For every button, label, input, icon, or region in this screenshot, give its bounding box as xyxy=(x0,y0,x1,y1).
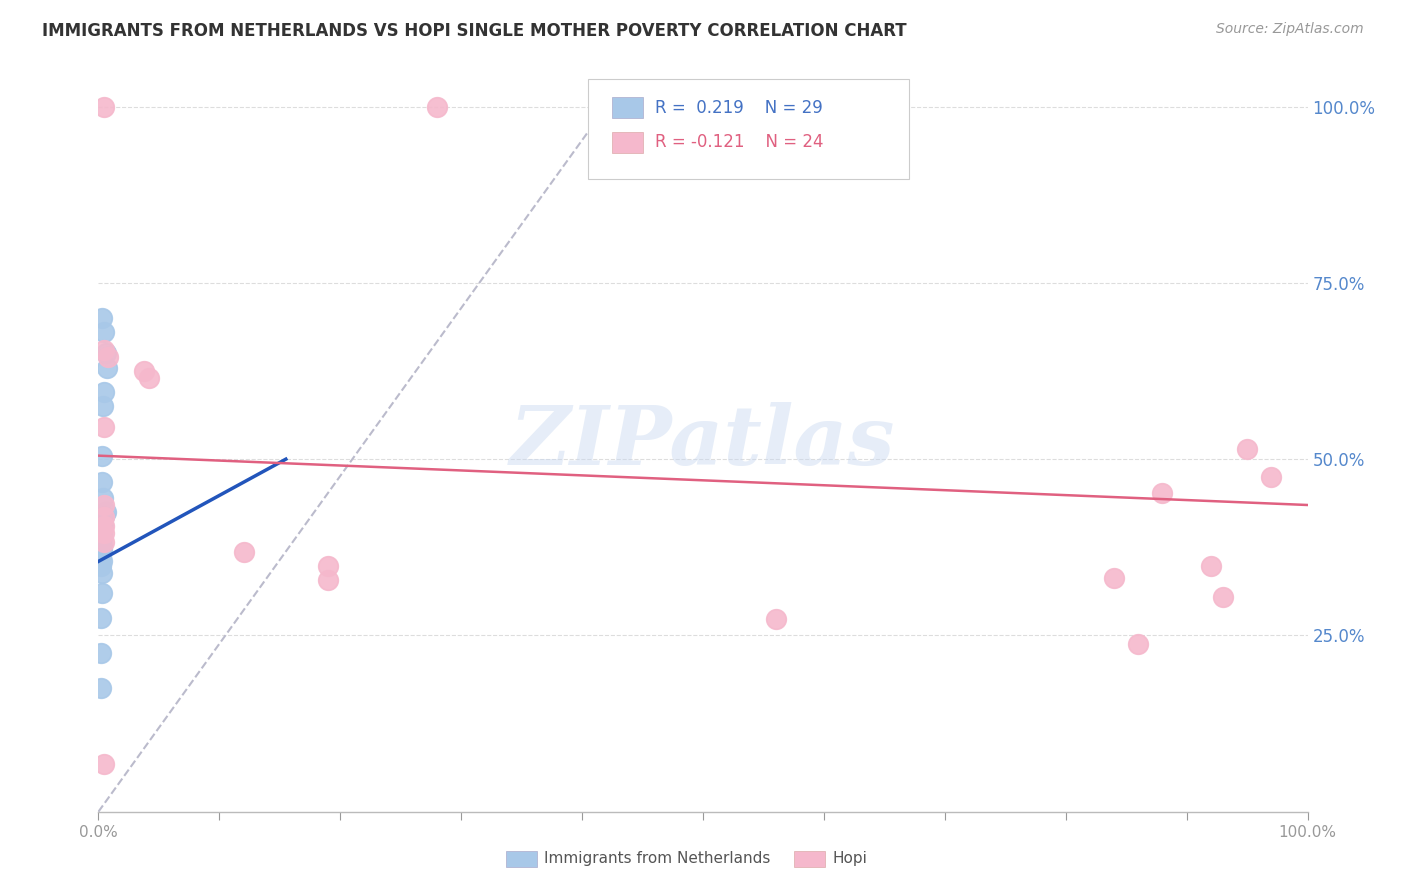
Point xyxy=(97,350,120,364)
Point xyxy=(93,510,115,524)
Point xyxy=(93,526,115,541)
Point xyxy=(91,586,114,600)
Point xyxy=(1236,442,1258,456)
Point xyxy=(90,611,112,625)
Point xyxy=(91,524,114,538)
Text: IMMIGRANTS FROM NETHERLANDS VS HOPI SINGLE MOTHER POVERTY CORRELATION CHART: IMMIGRANTS FROM NETHERLANDS VS HOPI SING… xyxy=(42,22,907,40)
Point xyxy=(93,100,115,114)
Point xyxy=(93,420,115,434)
FancyBboxPatch shape xyxy=(613,132,643,153)
Text: Source: ZipAtlas.com: Source: ZipAtlas.com xyxy=(1216,22,1364,37)
Point xyxy=(316,574,339,588)
Point xyxy=(91,542,114,557)
Point xyxy=(316,559,339,574)
Point xyxy=(93,534,115,549)
Point xyxy=(765,612,787,626)
Point xyxy=(90,681,112,696)
Point xyxy=(91,399,114,413)
Point xyxy=(91,554,114,568)
Point xyxy=(91,539,114,553)
Text: Hopi: Hopi xyxy=(832,852,868,866)
Point xyxy=(93,325,115,339)
Point xyxy=(1260,470,1282,484)
Point xyxy=(91,475,114,489)
Point xyxy=(90,549,112,564)
Point xyxy=(90,546,112,560)
Point xyxy=(94,346,117,360)
FancyBboxPatch shape xyxy=(588,78,908,178)
Point xyxy=(93,508,115,523)
Text: R = -0.121    N = 24: R = -0.121 N = 24 xyxy=(655,134,823,152)
Text: R =  0.219    N = 29: R = 0.219 N = 29 xyxy=(655,99,823,117)
Point xyxy=(138,371,160,385)
Point xyxy=(93,343,115,357)
Point xyxy=(93,385,115,400)
Point xyxy=(1152,486,1174,500)
Point xyxy=(93,498,115,512)
Point xyxy=(91,512,114,526)
Point xyxy=(96,360,118,375)
Point xyxy=(1212,590,1234,604)
Point xyxy=(91,531,114,545)
Point xyxy=(91,516,114,531)
Point xyxy=(134,364,156,378)
Text: Immigrants from Netherlands: Immigrants from Netherlands xyxy=(544,852,770,866)
Point xyxy=(91,566,114,581)
Point xyxy=(1199,559,1222,574)
Point xyxy=(91,311,114,326)
Point xyxy=(90,646,112,660)
Point xyxy=(90,527,112,541)
Text: ZIPatlas: ZIPatlas xyxy=(510,401,896,482)
Point xyxy=(91,491,114,505)
Point xyxy=(232,545,254,559)
FancyBboxPatch shape xyxy=(613,97,643,118)
Point xyxy=(90,559,112,574)
Point xyxy=(1128,637,1150,651)
Point xyxy=(90,521,112,535)
Point xyxy=(93,519,115,533)
Point xyxy=(93,756,115,771)
Point xyxy=(94,505,117,519)
Point xyxy=(90,535,112,549)
Point xyxy=(91,449,114,463)
Point xyxy=(426,100,449,114)
Point xyxy=(1102,571,1125,585)
